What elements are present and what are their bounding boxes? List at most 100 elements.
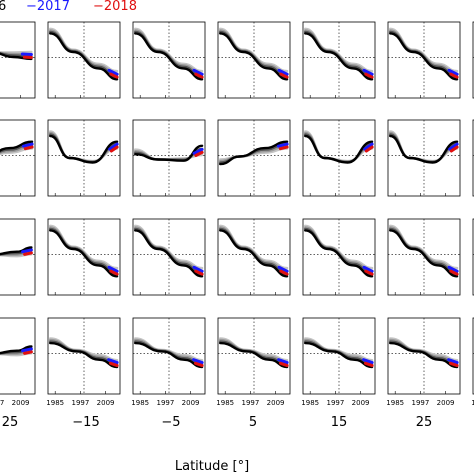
latitude-label: −5 xyxy=(161,415,180,430)
series-2017 xyxy=(447,68,459,76)
series-2017 xyxy=(277,358,289,365)
panel xyxy=(302,21,376,99)
series-line xyxy=(0,52,33,61)
time-tick-label: 1985 xyxy=(216,399,234,407)
series-line xyxy=(49,229,119,278)
series-line xyxy=(219,229,289,278)
panel xyxy=(47,218,121,296)
series-2017 xyxy=(277,68,289,76)
series-2017 xyxy=(362,68,374,76)
series-2018 xyxy=(23,145,34,151)
series-line xyxy=(49,224,119,270)
panel xyxy=(302,317,376,395)
series-2017 xyxy=(21,347,33,353)
series-2017 xyxy=(107,265,119,273)
panel-frame xyxy=(0,119,36,197)
series-2017 xyxy=(447,358,459,365)
series-2018 xyxy=(449,269,459,276)
series-line xyxy=(49,134,119,164)
series-2017 xyxy=(276,142,289,148)
panel xyxy=(302,119,376,197)
series-2017 xyxy=(192,265,204,273)
panel-frame xyxy=(0,218,36,296)
time-tick-label: 1997 xyxy=(0,399,4,407)
panel xyxy=(0,119,36,197)
series-line xyxy=(0,246,33,256)
series-2018 xyxy=(109,72,119,79)
series-line xyxy=(134,341,204,369)
panel-frame xyxy=(472,218,474,296)
panel xyxy=(472,21,474,99)
latitude-label: −15 xyxy=(72,415,99,430)
time-tick-label: 1985 xyxy=(301,399,319,407)
panel xyxy=(387,119,461,197)
series-line xyxy=(219,32,289,81)
time-tick-label: 1997 xyxy=(156,399,174,407)
series-line xyxy=(389,27,459,73)
panel xyxy=(132,218,206,296)
time-tick-label: 2009 xyxy=(437,399,455,407)
panel xyxy=(0,21,36,99)
legend-entry: 6 xyxy=(0,0,6,14)
series-line xyxy=(0,345,33,355)
series-line xyxy=(219,224,289,270)
series-2017 xyxy=(192,147,204,155)
time-tick-label: 1985 xyxy=(46,399,64,407)
series-line xyxy=(0,147,34,156)
time-tick-label: 1997 xyxy=(411,399,429,407)
panel xyxy=(387,218,461,296)
panel-frame xyxy=(472,119,474,197)
series-2018 xyxy=(364,145,374,153)
panel xyxy=(472,218,474,296)
series-line xyxy=(304,229,374,278)
legend-entry: −2018 xyxy=(93,0,137,14)
series-line xyxy=(389,134,459,164)
panel xyxy=(217,317,291,395)
series-2017 xyxy=(362,265,374,273)
series-2018 xyxy=(449,361,459,368)
series-line xyxy=(134,224,204,270)
panel xyxy=(47,21,121,99)
panel xyxy=(217,119,291,197)
series-line xyxy=(49,27,119,73)
panel xyxy=(132,119,206,197)
series-2018 xyxy=(449,145,459,153)
series-2018 xyxy=(109,361,119,368)
time-tick-label: 2009 xyxy=(267,399,285,407)
series-2018 xyxy=(23,350,33,355)
series-2017 xyxy=(21,248,33,254)
series-line xyxy=(304,224,374,270)
time-tick-label: 1985 xyxy=(386,399,404,407)
panel xyxy=(217,218,291,296)
latitude-label: 5 xyxy=(249,415,257,430)
series-line xyxy=(49,341,119,369)
series-line xyxy=(389,341,459,369)
time-tick-label: 1985 xyxy=(471,399,474,407)
time-tick-label: 1985 xyxy=(131,399,149,407)
series-2017 xyxy=(192,358,204,365)
series-line xyxy=(219,140,289,166)
latitude-label: 15 xyxy=(331,415,348,430)
time-tick-label: 1997 xyxy=(241,399,259,407)
panel xyxy=(0,218,36,296)
series-line xyxy=(389,224,459,270)
series-2018 xyxy=(194,150,204,157)
series-line xyxy=(304,341,374,369)
series-line xyxy=(134,32,204,81)
panel xyxy=(472,317,474,395)
x-axis-label: Latitude [°] xyxy=(175,459,249,474)
series-line xyxy=(219,341,289,369)
series-line xyxy=(219,27,289,73)
series-2018 xyxy=(109,145,119,153)
panel xyxy=(0,317,36,395)
series-2017 xyxy=(108,142,119,151)
time-tick-label: 2009 xyxy=(12,399,30,407)
time-tick-label: 2009 xyxy=(182,399,200,407)
series-line xyxy=(0,50,33,54)
series-2017 xyxy=(362,358,374,365)
panel xyxy=(387,21,461,99)
series-2017 xyxy=(107,358,119,365)
time-tick-label: 1997 xyxy=(326,399,344,407)
panel xyxy=(47,119,121,197)
